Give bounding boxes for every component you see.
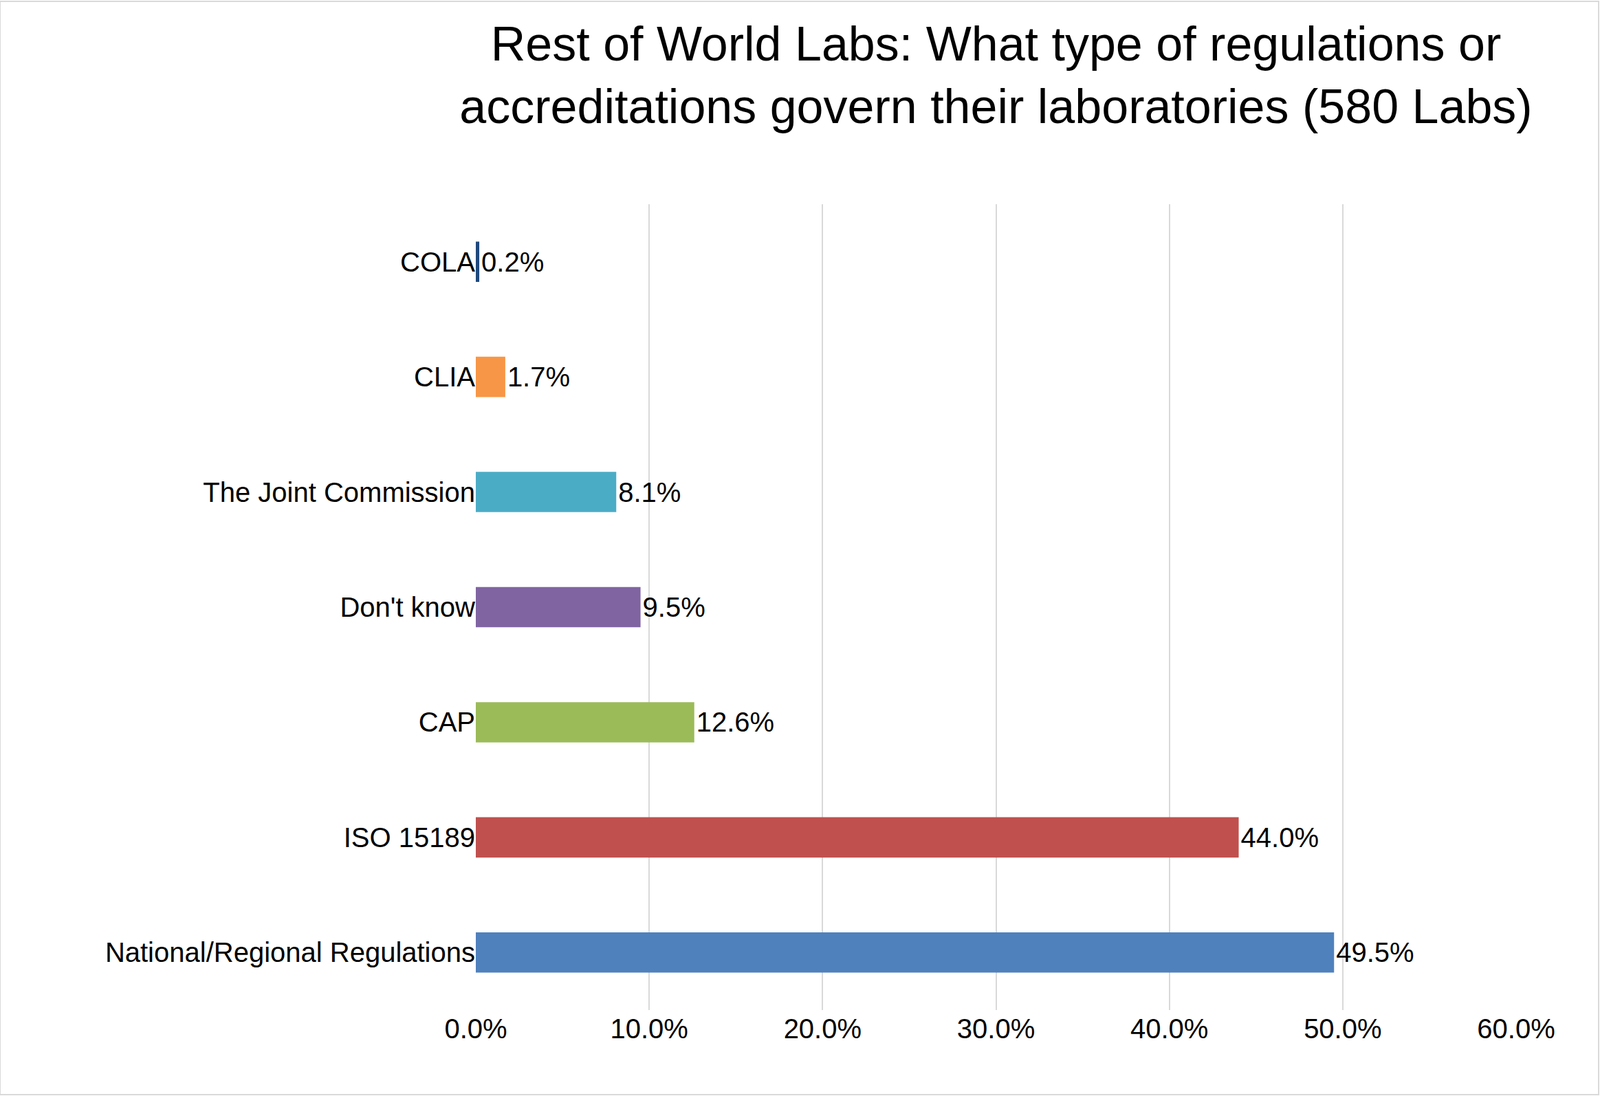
- svg-text:60.0%: 60.0%: [1476, 1013, 1555, 1044]
- svg-text:The Joint Commission: The Joint Commission: [202, 477, 476, 508]
- svg-text:9.5%: 9.5%: [642, 592, 706, 623]
- svg-text:44.0%: 44.0%: [1241, 822, 1319, 853]
- svg-text:30.0%: 30.0%: [957, 1013, 1035, 1044]
- svg-text:12.6%: 12.6%: [696, 706, 775, 738]
- svg-text:0.2%: 0.2%: [481, 246, 544, 278]
- svg-text:CLIA: CLIA: [413, 361, 476, 392]
- svg-text:10.0%: 10.0%: [609, 1013, 688, 1044]
- svg-text:49.5%: 49.5%: [1335, 937, 1414, 968]
- svg-text:1.7%: 1.7%: [507, 361, 571, 392]
- svg-text:National/Regional Regulations: National/Regional Regulations: [105, 937, 476, 968]
- svg-text:50.0%: 50.0%: [1303, 1013, 1382, 1044]
- svg-text:40.0%: 40.0%: [1130, 1013, 1209, 1044]
- svg-text:0.0%: 0.0%: [444, 1013, 507, 1044]
- svg-text:Rest of World Labs: What type: Rest of World Labs: What type of regulat…: [459, 17, 1532, 134]
- svg-text:CAP: CAP: [418, 706, 476, 738]
- svg-text:20.0%: 20.0%: [783, 1013, 862, 1044]
- svg-text:ISO 15189: ISO 15189: [343, 822, 476, 853]
- svg-text:Don't know: Don't know: [339, 592, 476, 623]
- svg-text:8.1%: 8.1%: [618, 477, 681, 508]
- svg-text:COLA: COLA: [400, 246, 476, 278]
